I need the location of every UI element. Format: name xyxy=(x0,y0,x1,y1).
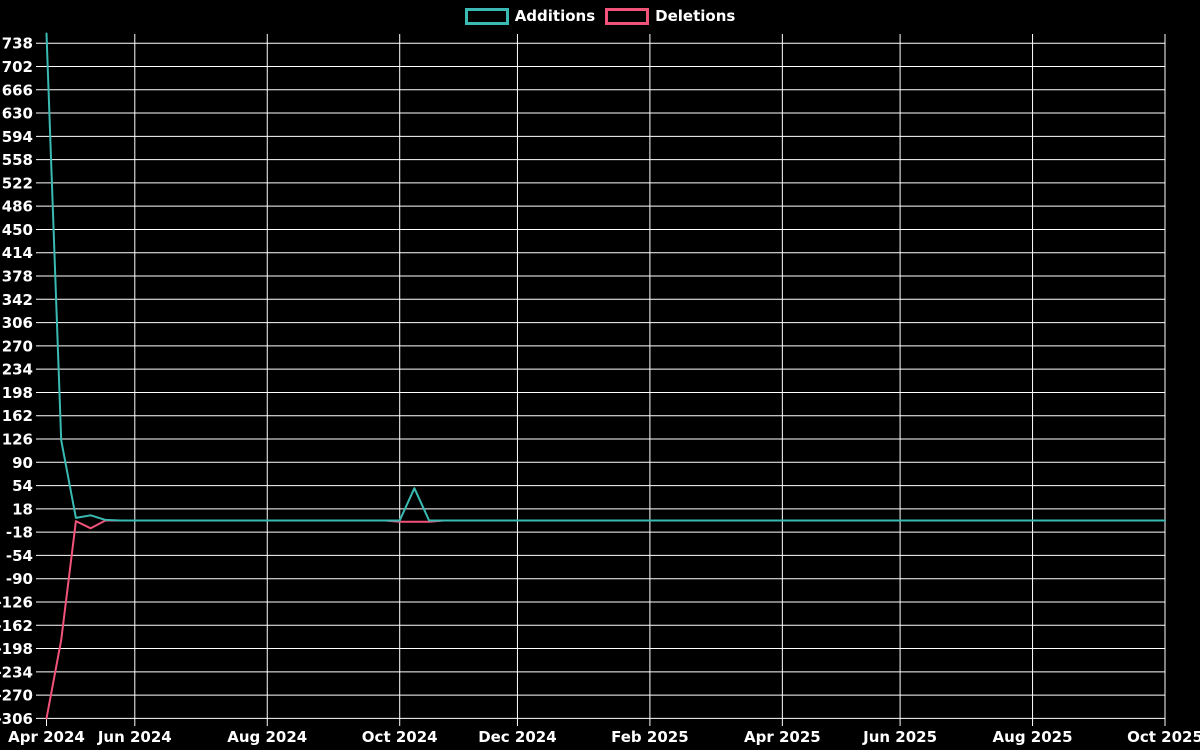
svg-text:Apr 2025: Apr 2025 xyxy=(744,728,821,746)
chart-legend: Additions Deletions xyxy=(0,5,1200,27)
svg-text:666: 666 xyxy=(2,81,33,99)
svg-text:162: 162 xyxy=(2,407,33,425)
svg-text:90: 90 xyxy=(12,454,33,472)
svg-text:-54: -54 xyxy=(6,547,33,565)
svg-text:-162: -162 xyxy=(0,617,33,635)
svg-text:558: 558 xyxy=(2,151,33,169)
additions-line xyxy=(45,32,1166,522)
svg-text:126: 126 xyxy=(2,431,33,449)
svg-text:Oct 2025: Oct 2025 xyxy=(1127,728,1200,746)
svg-text:18: 18 xyxy=(12,500,33,518)
x-tick-labels: Apr 2024 Jun 2024 Aug 2024 Oct 2024 Dec 2024… xyxy=(8,728,1200,746)
svg-text:378: 378 xyxy=(2,268,33,286)
svg-text:450: 450 xyxy=(2,221,33,239)
svg-text:54: 54 xyxy=(12,477,33,495)
deletions-swatch-icon xyxy=(605,7,650,25)
svg-text:-18: -18 xyxy=(6,524,33,542)
legend-label-deletions: Deletions xyxy=(655,6,736,25)
svg-text:-306: -306 xyxy=(0,710,33,728)
legend-item-deletions[interactable]: Deletions xyxy=(605,6,736,25)
svg-text:522: 522 xyxy=(2,174,33,192)
deletions-line xyxy=(45,519,1166,720)
svg-text:198: 198 xyxy=(2,384,33,402)
svg-text:Apr 2024: Apr 2024 xyxy=(8,728,85,746)
svg-text:414: 414 xyxy=(2,244,33,262)
x-gridlines xyxy=(46,34,1166,726)
svg-text:Dec 2024: Dec 2024 xyxy=(478,728,557,746)
svg-text:486: 486 xyxy=(2,198,33,216)
svg-text:-126: -126 xyxy=(0,593,33,611)
svg-text:Feb 2025: Feb 2025 xyxy=(611,728,689,746)
svg-text:-198: -198 xyxy=(0,640,33,658)
svg-text:270: 270 xyxy=(2,337,33,355)
svg-text:Aug 2025: Aug 2025 xyxy=(993,728,1073,746)
svg-text:Aug 2024: Aug 2024 xyxy=(227,728,307,746)
y-tick-labels: 738 702 666 630 594 558 522 486 450 414 378 342 306 2… xyxy=(0,35,33,728)
svg-text:306: 306 xyxy=(2,314,33,332)
svg-text:Jun 2025: Jun 2025 xyxy=(862,728,937,746)
svg-text:-90: -90 xyxy=(6,570,33,588)
svg-text:-234: -234 xyxy=(0,663,33,681)
additions-swatch-icon xyxy=(464,7,509,25)
svg-text:234: 234 xyxy=(2,361,33,379)
svg-text:738: 738 xyxy=(2,35,33,53)
svg-text:Oct 2024: Oct 2024 xyxy=(362,728,438,746)
svg-text:-270: -270 xyxy=(0,687,33,705)
svg-text:702: 702 xyxy=(2,58,33,76)
legend-item-additions[interactable]: Additions xyxy=(464,6,596,25)
legend-label-additions: Additions xyxy=(514,6,596,25)
svg-text:594: 594 xyxy=(2,128,33,146)
svg-text:342: 342 xyxy=(2,291,33,309)
svg-text:630: 630 xyxy=(2,105,33,123)
svg-text:Jun 2024: Jun 2024 xyxy=(97,728,172,746)
y-gridlines xyxy=(36,42,1165,719)
